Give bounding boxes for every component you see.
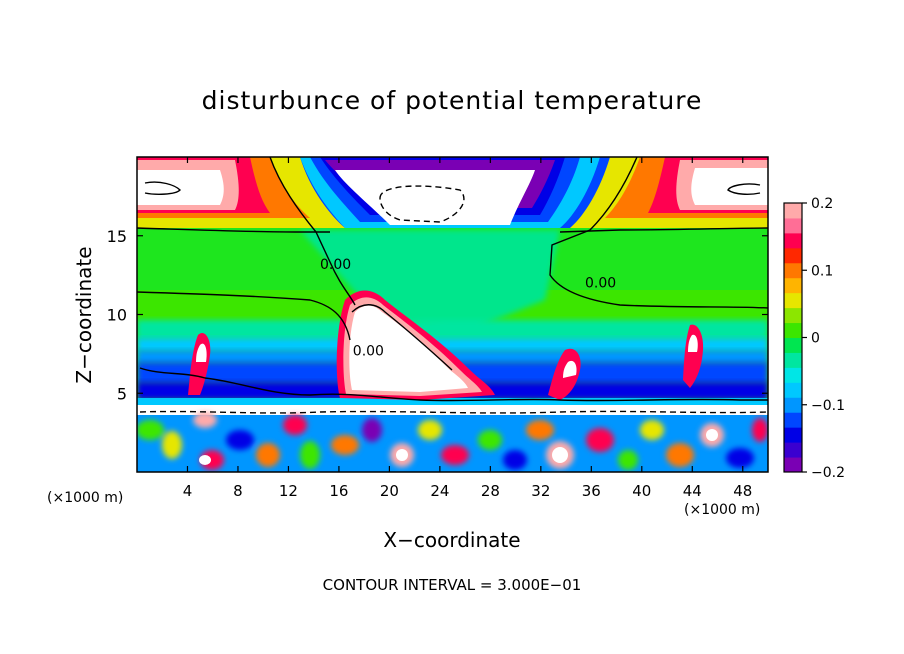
contour-top-right-peak <box>727 183 761 195</box>
warm-spike-1-core <box>196 343 207 362</box>
y-tick-label: 15 <box>107 227 127 246</box>
x-tick-label: 48 <box>733 482 752 500</box>
x-tick-label: 8 <box>233 482 243 500</box>
x-tick-label: 40 <box>632 482 651 500</box>
colorbar-tick-label: 0.1 <box>811 263 833 279</box>
colorbar-swatch <box>784 457 802 473</box>
contour-top-right <box>559 227 768 233</box>
colorbar-swatch <box>784 307 802 324</box>
x-unit-right: (×1000 m) <box>684 502 761 518</box>
colorbar-swatch <box>784 412 802 428</box>
contour-top-left-peak <box>144 181 181 195</box>
x-unit-left: (×1000 m) <box>47 490 124 506</box>
colorbar-swatch <box>784 203 802 219</box>
colorbar-swatch <box>784 277 802 294</box>
y-axis-label: Z−coordinate <box>72 246 96 384</box>
contour-top-left <box>137 227 330 233</box>
x-axis: 4 8 12 16 20 24 28 32 36 40 44 48 <box>183 157 752 500</box>
x-tick-label: 32 <box>531 482 550 500</box>
colorbar-tick-label: 0.2 <box>811 196 833 212</box>
x-tick-label: 12 <box>279 482 298 500</box>
cool-band-5 <box>137 398 768 408</box>
x-tick-label: 36 <box>582 482 601 500</box>
warm-spike-2-core <box>563 360 577 378</box>
x-tick-label: 4 <box>183 482 193 500</box>
contour-label: 0.00 <box>585 276 616 292</box>
warm-spike-3 <box>683 324 704 388</box>
y-tick-label: 10 <box>107 306 127 325</box>
colorbar-swatch <box>784 232 802 249</box>
y-axis: 5 10 15 <box>107 227 768 403</box>
contour-lines <box>137 157 768 414</box>
contour-plume <box>351 304 453 371</box>
x-tick-label: 24 <box>430 482 449 500</box>
colorbar-swatch <box>784 352 802 368</box>
contour-interval-note: CONTOUR INTERVAL = 3.000E−01 <box>322 576 582 594</box>
contour-label: 0.00 <box>353 343 384 359</box>
colorbar-swatch <box>784 382 802 398</box>
top-center-extreme <box>335 170 535 225</box>
colorbar-swatch <box>784 397 802 413</box>
colorbar-swatch <box>784 292 802 309</box>
mid-cyan-band <box>137 320 768 340</box>
neutral-wedge <box>300 230 560 330</box>
colorbar-swatch <box>784 442 802 458</box>
y-tick-label: 5 <box>117 384 127 403</box>
colorbar-swatch <box>784 262 802 279</box>
contour-labels: 0.00 0.00 0.00 <box>320 257 616 360</box>
colorbar-swatch <box>784 322 802 338</box>
lower-turbulence-cores <box>199 429 718 465</box>
chart-title: disturbunce of potential temperature <box>201 86 703 115</box>
top-right-peak <box>691 168 768 205</box>
colorbar-tick-label: 0 <box>811 331 820 347</box>
top-left-peak <box>137 170 224 205</box>
colorbar-swatch <box>784 337 802 353</box>
contour-lower-band <box>139 367 768 402</box>
x-tick-label: 44 <box>683 482 702 500</box>
colorbar-swatch <box>784 247 802 264</box>
colorbar-tick-label: −0.1 <box>811 398 845 414</box>
x-tick-label: 20 <box>380 482 399 500</box>
colorbar-swatch <box>784 367 802 383</box>
x-tick-label: 28 <box>481 482 500 500</box>
contour-dashed-top <box>379 185 465 223</box>
warm-spike-3-core <box>688 334 698 352</box>
cool-band-1 <box>137 338 768 352</box>
colorbar: 0.2 0.1 0 −0.1 −0.2 <box>783 196 845 481</box>
x-tick-label: 16 <box>329 482 348 500</box>
colorbar-swatch <box>784 217 802 234</box>
contour-zero-right <box>549 157 768 309</box>
x-axis-label: X−coordinate <box>383 528 521 552</box>
plume-peak <box>349 305 468 392</box>
heatmap-field: 0.00 0.00 0.00 <box>137 157 768 472</box>
contour-label: 0.00 <box>320 257 351 273</box>
white-stripe <box>137 405 768 415</box>
contour-zero-mid <box>137 291 351 341</box>
colorbar-tick-label: −0.2 <box>811 465 845 481</box>
colorbar-swatch <box>784 427 802 443</box>
